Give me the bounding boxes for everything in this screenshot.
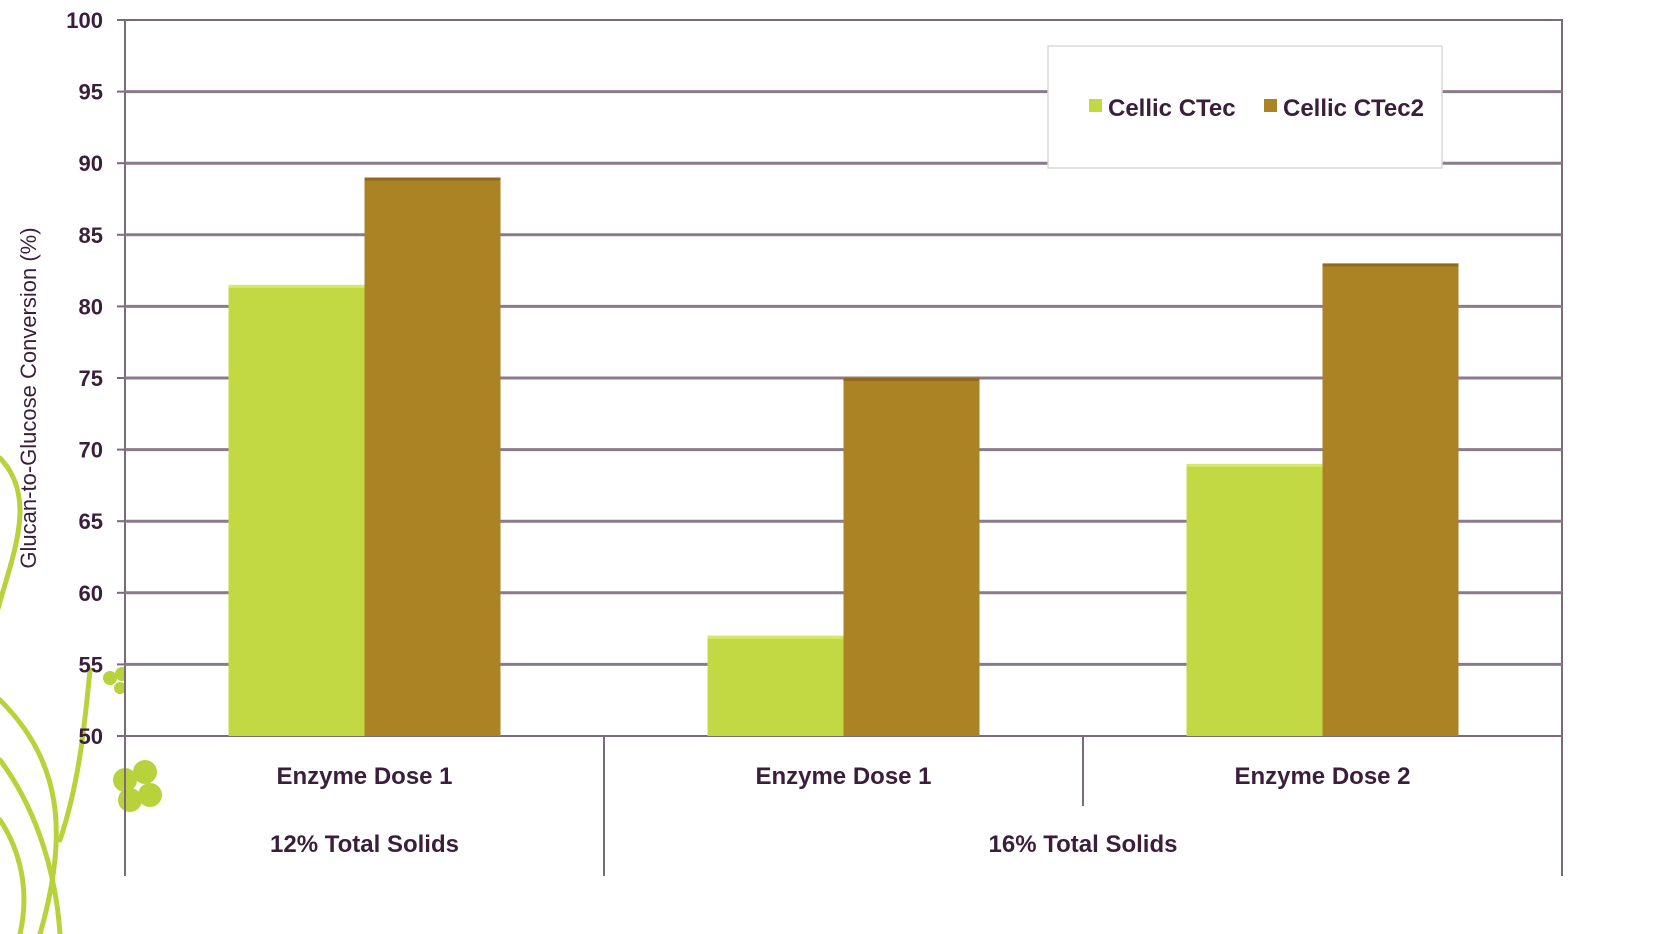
bar-cellic-ctec [228,284,365,736]
x-category-label: Enzyme Dose 1 [276,763,452,790]
y-tick-label: 100 [66,8,103,33]
y-axis-title: Glucan-to-Glucose Conversion (%) [16,227,41,568]
y-axis-ticks: 50 55 60 65 70 75 80 85 90 95 100 [66,8,125,749]
bar-top-edge [1186,463,1323,467]
y-tick-label: 50 [79,724,103,749]
x-category-label: Enzyme Dose 2 [1234,763,1410,790]
y-tick-label: 95 [79,80,103,105]
y-tick-label: 65 [79,509,103,534]
y-tick-label: 55 [79,652,103,677]
clover-icon [113,760,162,812]
legend: Cellic CTec Cellic CTec2 [1047,45,1443,169]
y-tick-label: 75 [79,366,103,391]
legend-box [1047,45,1443,169]
bar-cellic-ctec2 [364,177,501,736]
bar-cellic-ctec [1186,463,1323,736]
bar-cellic-ctec2 [843,378,980,736]
y-tick-label: 70 [79,438,103,463]
bars [228,177,1459,736]
y-tick-label: 85 [79,223,103,248]
legend-label-cellic-ctec: Cellic CTec [1108,95,1236,122]
y-tick-label: 60 [79,581,103,606]
bar-top-edge [1322,263,1459,267]
x-group-label: 12% Total Solids [270,831,459,858]
bar-top-edge [228,284,365,288]
bar-top-edge [843,378,980,381]
y-tick-label: 90 [79,151,103,176]
legend-label-cellic-ctec2: Cellic CTec2 [1283,95,1424,122]
bar-top-edge [364,177,501,181]
legend-swatch-cellic-ctec [1089,99,1102,112]
bar-top-edge [707,635,844,639]
y-tick-label: 80 [79,294,103,319]
x-group-label: 16% Total Solids [989,831,1178,858]
legend-swatch-cellic-ctec2 [1264,99,1277,112]
bar-cellic-ctec [707,635,844,736]
x-axis-categories: Enzyme Dose 1 Enzyme Dose 1 Enzyme Dose 2 1… [124,736,1563,876]
x-category-label: Enzyme Dose 1 [755,763,931,790]
clover-vine-decoration [0,455,93,934]
bar-cellic-ctec2 [1322,263,1459,736]
